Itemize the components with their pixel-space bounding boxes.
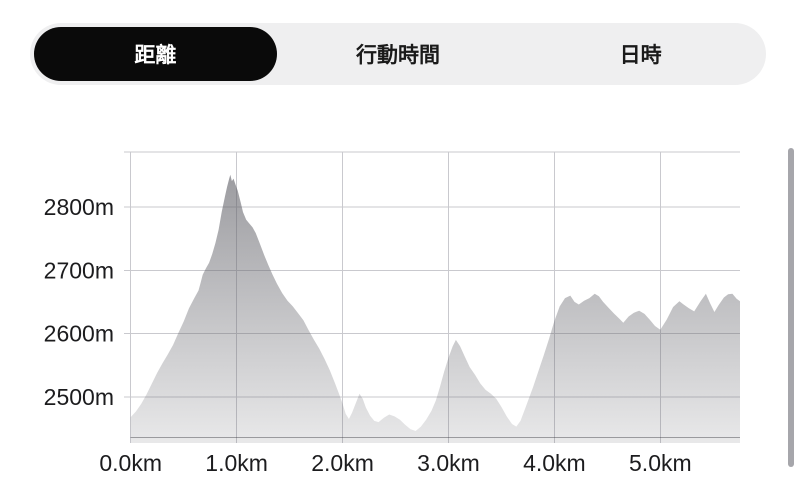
tab-bar: 距離 行動時間 日時 (30, 23, 766, 85)
x-axis-label: 0.0km (99, 450, 162, 476)
elevation-area (130, 174, 740, 444)
x-axis-labels: 0.0km 1.0km 2.0km 3.0km 4.0km 5.0km (99, 450, 691, 476)
x-axis-label: 4.0km (523, 450, 586, 476)
x-axis-label: 1.0km (205, 450, 268, 476)
tab-datetime[interactable]: 日時 (519, 27, 762, 81)
x-axis-label: 5.0km (629, 450, 692, 476)
tab-distance[interactable]: 距離 (34, 27, 277, 81)
scrollbar[interactable] (788, 148, 794, 467)
x-axis-label: 2.0km (311, 450, 374, 476)
y-axis-label: 2500m (44, 384, 114, 410)
y-axis-label: 2700m (44, 257, 114, 283)
tab-activity-time[interactable]: 行動時間 (277, 27, 520, 81)
y-axis-labels: 2500m 2600m 2700m 2800m (44, 194, 114, 410)
x-axis-label: 3.0km (417, 450, 480, 476)
y-axis-label: 2600m (44, 321, 114, 347)
y-axis-label: 2800m (44, 194, 114, 220)
